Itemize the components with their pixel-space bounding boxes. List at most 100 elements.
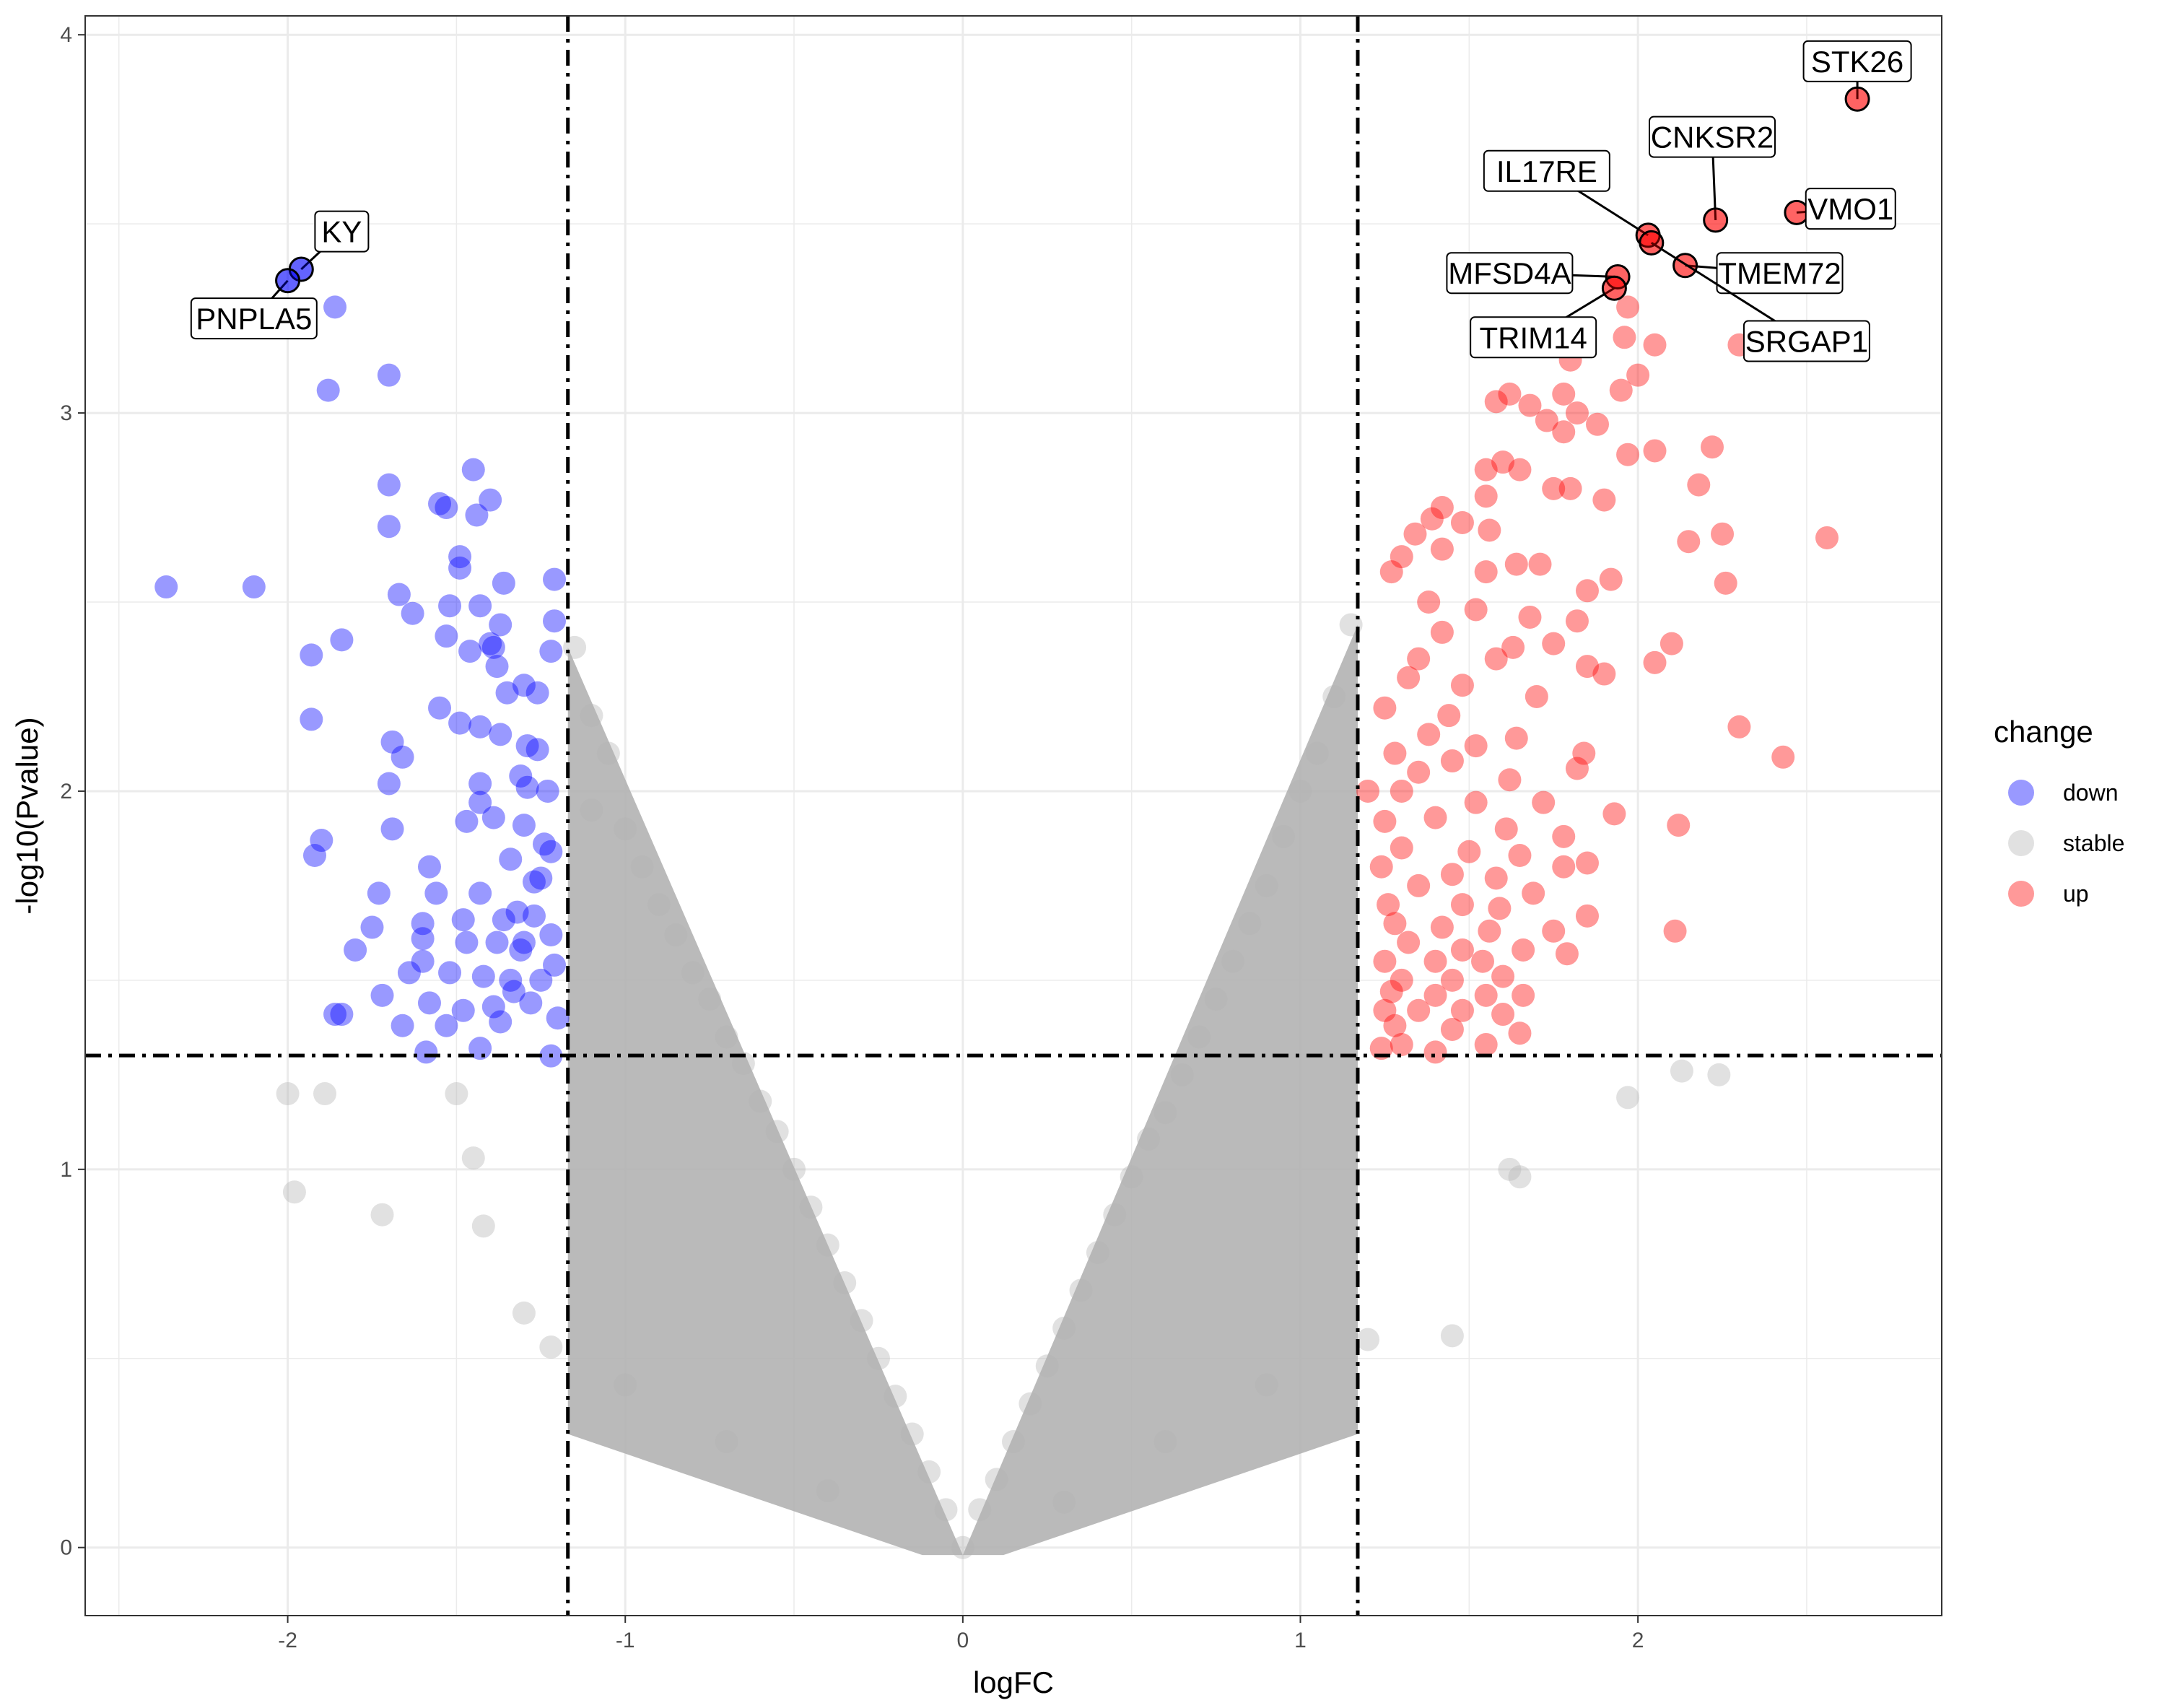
up-point xyxy=(1512,938,1535,962)
stable-point xyxy=(866,1346,890,1370)
up-point xyxy=(1440,1017,1464,1041)
stable-point xyxy=(1052,1490,1076,1514)
stable-point xyxy=(614,817,637,841)
down-point xyxy=(481,995,505,1019)
down-point xyxy=(448,545,472,569)
down-point xyxy=(468,772,492,796)
up-point xyxy=(1397,931,1421,954)
up-point xyxy=(1643,650,1667,674)
up-point xyxy=(1403,522,1427,546)
stable-point xyxy=(900,1422,924,1446)
up-point xyxy=(1518,605,1542,629)
down-point xyxy=(387,583,411,606)
down-point xyxy=(360,915,384,939)
up-point xyxy=(1677,530,1701,554)
gene-label: VMO1 xyxy=(1807,192,1893,226)
down-point xyxy=(451,998,475,1022)
up-point xyxy=(1474,983,1498,1007)
up-point xyxy=(1575,851,1599,875)
gene-label-box xyxy=(1743,320,1870,362)
down-point xyxy=(499,848,523,871)
up-point xyxy=(1407,873,1431,897)
up-point xyxy=(1592,662,1616,686)
up-point xyxy=(1504,552,1528,576)
down-point xyxy=(525,738,549,762)
up-point xyxy=(1586,412,1610,436)
up-point xyxy=(1430,915,1454,939)
up-point xyxy=(1369,855,1393,879)
down-point xyxy=(377,473,401,497)
stable-point xyxy=(1120,1165,1143,1189)
up-point xyxy=(1525,684,1548,708)
down-point xyxy=(481,635,505,659)
up-point xyxy=(1542,632,1566,655)
up-point xyxy=(1626,363,1650,387)
down-point xyxy=(455,931,479,954)
up-point xyxy=(1532,790,1556,814)
down-point xyxy=(465,503,489,527)
down-point xyxy=(543,953,567,977)
down-points xyxy=(154,257,570,1068)
stable-point xyxy=(951,1535,974,1559)
down-point xyxy=(509,764,533,788)
down-point xyxy=(512,931,536,954)
down-point xyxy=(468,881,492,905)
up-point xyxy=(1535,409,1558,432)
stable-point xyxy=(1103,1203,1127,1226)
up-point xyxy=(1498,382,1522,406)
up-point xyxy=(1423,983,1447,1007)
up-point xyxy=(1491,964,1515,988)
stable-point xyxy=(1153,1430,1177,1454)
stable-point xyxy=(1272,824,1296,848)
down-point xyxy=(411,927,435,951)
down-point xyxy=(479,632,502,655)
labeled-point xyxy=(275,268,301,294)
up-point xyxy=(1440,863,1464,886)
up-point xyxy=(1430,537,1454,561)
down-point xyxy=(370,983,394,1007)
down-point xyxy=(546,1006,570,1030)
up-point xyxy=(1508,458,1532,482)
stable-point xyxy=(461,1146,485,1170)
up-point xyxy=(1474,1032,1498,1056)
x-axis-title: logFC xyxy=(973,1665,1054,1699)
up-point xyxy=(1437,704,1461,728)
stable-point xyxy=(512,1301,536,1325)
down-point xyxy=(512,814,536,837)
up-point xyxy=(1599,567,1623,591)
labeled-point xyxy=(1639,230,1665,256)
stable-point xyxy=(833,1271,857,1294)
down-point xyxy=(539,840,563,863)
legend-entries: down stable up xyxy=(2008,780,2124,907)
up-point xyxy=(1494,817,1518,841)
up-point xyxy=(1397,666,1421,689)
labeled-point xyxy=(1601,275,1627,301)
down-point xyxy=(539,640,563,663)
down-point xyxy=(529,866,553,890)
up-point xyxy=(1491,450,1515,474)
up-point xyxy=(1450,938,1474,962)
stable-point xyxy=(1356,1328,1380,1351)
gene-label: SRGAP1 xyxy=(1745,325,1868,359)
up-point xyxy=(1383,741,1407,765)
up-point xyxy=(1528,552,1552,576)
up-point xyxy=(1377,893,1400,917)
up-point xyxy=(1423,1040,1447,1064)
up-point xyxy=(1508,1021,1532,1045)
up-point xyxy=(1383,1014,1407,1037)
up-point xyxy=(1430,496,1454,520)
stable-point xyxy=(1019,1392,1042,1416)
stable-point xyxy=(850,1309,873,1333)
up-point xyxy=(1440,749,1464,773)
stable-point xyxy=(276,1082,300,1106)
stable-point xyxy=(1035,1354,1059,1378)
down-point xyxy=(522,904,546,928)
down-point xyxy=(461,458,485,482)
down-point xyxy=(451,908,475,932)
labeled-point xyxy=(1672,253,1698,279)
up-point xyxy=(1504,726,1528,750)
down-point xyxy=(397,961,421,985)
stable-point xyxy=(1255,1373,1278,1397)
stable-point xyxy=(1137,1127,1161,1151)
down-point xyxy=(495,681,519,705)
